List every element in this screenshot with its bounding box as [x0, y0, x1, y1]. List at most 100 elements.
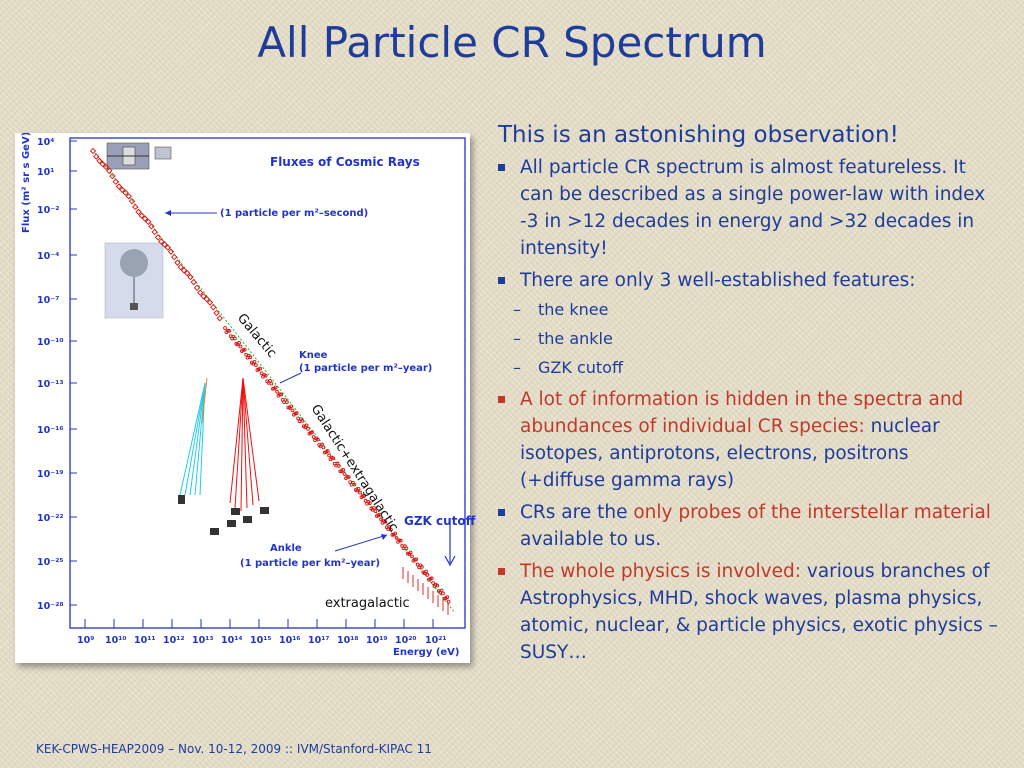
data-point [96, 157, 103, 165]
x-tick-label: 10¹⁵ [250, 635, 272, 646]
data-point [408, 550, 413, 555]
bullet-information: A lot of information is hidden in the sp… [498, 386, 998, 494]
data-point [154, 234, 162, 241]
bullet-text: available to us. [520, 529, 662, 550]
label-extragalactic: extragalactic [325, 596, 410, 611]
data-point [352, 482, 357, 487]
data-point [225, 328, 230, 333]
label-galactic-extragalactic: Galactic+extragalactic [308, 402, 401, 534]
data-point [197, 289, 204, 296]
y-tick-label: 10⁴ [37, 137, 54, 148]
x-tick-label: 10¹⁴ [221, 635, 243, 646]
data-point [379, 517, 383, 522]
data-point [404, 546, 409, 551]
x-axis-label: Energy (eV) [393, 647, 459, 658]
data-point [338, 469, 343, 474]
data-point [331, 456, 336, 461]
data-point [93, 153, 100, 160]
data-point [141, 215, 149, 222]
data-point [321, 445, 326, 450]
data-point [327, 453, 331, 458]
highlight-text: The whole physics is involved: [520, 561, 801, 582]
data-point [109, 172, 116, 180]
y-tick-label: 10⁻¹³ [37, 379, 64, 390]
data-point [441, 591, 445, 596]
y-tick-label: 10⁻¹⁰ [37, 337, 64, 348]
data-point [237, 340, 241, 345]
data-point [99, 160, 106, 168]
data-point [158, 238, 165, 245]
y-axis-label: Flux (m² sr s GeV)⁻¹ [21, 133, 32, 233]
data-point [387, 525, 392, 529]
data-point [242, 347, 247, 352]
bullet-text: All particle CR spectrum is almost featu… [520, 157, 986, 259]
x-tick-label: 10¹² [163, 635, 185, 646]
data-point [193, 284, 201, 292]
data-point [138, 212, 145, 219]
data-point [89, 147, 97, 155]
data-point [151, 228, 158, 236]
y-tick-label: 10⁻²⁸ [37, 601, 64, 612]
data-point [203, 295, 210, 303]
data-point [184, 270, 191, 277]
annotation-ankle: Ankle [270, 543, 302, 554]
data-point [180, 267, 188, 274]
dash-icon: – [513, 329, 521, 348]
data-point [294, 411, 299, 416]
data-point [187, 273, 194, 281]
data-point [119, 186, 126, 194]
data-point [270, 386, 275, 391]
y-tick-label: 10⁻² [37, 205, 59, 216]
y-tick-label: 10⁻²² [37, 513, 64, 524]
data-point [435, 583, 440, 588]
intro-heading: This is an astonishing observation! [498, 122, 899, 148]
y-tick-label: 10⁻⁴ [37, 251, 59, 262]
satellite-picture [106, 142, 172, 170]
data-point [190, 278, 197, 286]
data-point [424, 569, 428, 574]
data-point [213, 309, 220, 317]
data-point [227, 328, 232, 333]
bullet-text: nuclear isotopes, antiprotons, electrons… [520, 416, 940, 491]
x-tick-label: 10¹⁶ [279, 635, 301, 646]
slide-footer: KEK-CPWS-HEAP2009 – Nov. 10-12, 2009 :: … [36, 742, 432, 756]
data-point [337, 464, 341, 468]
data-point [273, 385, 278, 390]
data-point [372, 506, 376, 510]
data-point [346, 475, 351, 479]
data-point [206, 299, 214, 306]
x-tick-label: 10¹⁷ [308, 635, 330, 646]
data-point [393, 531, 398, 536]
square-bullet-icon [498, 568, 505, 575]
data-point [320, 442, 324, 447]
bullet-featureless: All particle CR spectrum is almost featu… [498, 154, 998, 262]
data-point [367, 501, 372, 506]
dash-icon: – [513, 358, 521, 377]
data-point [345, 475, 350, 479]
data-point [446, 599, 451, 604]
data-point [279, 392, 284, 397]
data-point [248, 355, 253, 359]
data-point [216, 315, 223, 322]
bullet-text: CRs are the [520, 502, 634, 523]
bullet-features: There are only 3 well-established featur… [498, 267, 998, 294]
data-point [223, 326, 227, 330]
data-point [341, 468, 345, 472]
annotation-knee-rate: (1 particle per m²–year) [299, 363, 432, 374]
data-point [410, 554, 414, 559]
data-point [167, 248, 175, 255]
data-point [285, 400, 289, 405]
data-point [132, 203, 139, 211]
data-point [429, 576, 434, 581]
data-point [135, 208, 142, 216]
data-point [232, 336, 237, 341]
highlight-text: A lot of information is hidden in the sp… [520, 389, 964, 437]
data-point [306, 426, 310, 431]
annotation-ankle-rate: (1 particle per km²–year) [240, 558, 380, 569]
sub-bullet-gzk: – GZK cutoff [498, 357, 998, 379]
data-point [171, 253, 178, 261]
gzk-label: GZK cutoff [404, 514, 476, 528]
label-galactic: Galactic [234, 311, 279, 361]
y-tick-label: 10⁻²⁵ [37, 557, 64, 568]
square-bullet-icon [498, 396, 505, 403]
